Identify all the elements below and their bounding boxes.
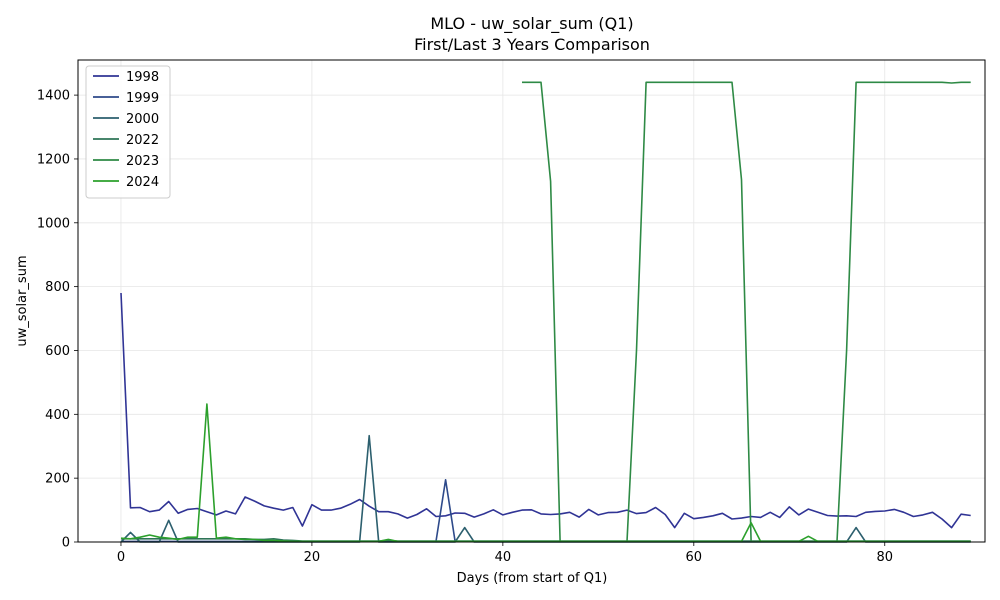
legend: 1998 1999 2000 2022 2023 2024 [85,65,171,199]
x-tick-label: 40 [495,550,512,565]
y-tick-label: 1000 [37,216,70,231]
legend-box [85,65,171,199]
series-line-2024 [120,403,971,543]
y-tick-label: 200 [45,472,70,487]
plot-frame [77,59,986,543]
legend-label: 2022 [126,133,159,148]
series-line-1998 [120,292,971,529]
legend-label: 2000 [126,112,159,127]
y-axis-label: uw_solar_sum [15,255,30,346]
x-tick-label: 0 [117,550,125,565]
x-tick-label: 20 [304,550,321,565]
legend-label: 2024 [126,175,159,190]
x-tick-label: 80 [876,550,893,565]
legend-label: 1998 [126,70,159,85]
grid [78,60,985,543]
y-tick-label: 600 [45,344,70,359]
x-axis-label: Days (from start of Q1) [457,571,608,586]
legend-label: 1999 [126,91,159,106]
y-tick-label: 800 [45,280,70,295]
y-tick-label: 1200 [37,152,70,167]
y-tick-label: 0 [62,536,70,551]
chart-title: MLO - uw_solar_sum (Q1) [430,14,633,34]
chart-subtitle: First/Last 3 Years Comparison [414,35,650,54]
x-tick-label: 60 [686,550,703,565]
legend-label: 2023 [126,154,159,169]
y-tick-label: 400 [45,408,70,423]
y-tick-label: 1400 [37,89,70,104]
